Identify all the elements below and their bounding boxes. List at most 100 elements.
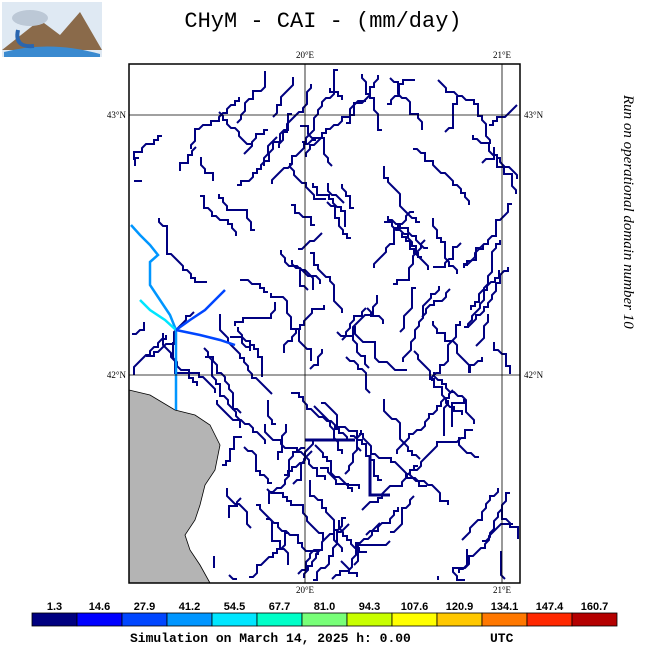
longitude-label: 20°E: [296, 585, 315, 595]
river: [132, 322, 145, 335]
river: [401, 233, 422, 258]
latitude-label: 43°N: [107, 110, 127, 120]
river: [327, 183, 345, 204]
river: [361, 74, 382, 131]
river: [133, 335, 167, 375]
river: [433, 372, 475, 424]
river: [226, 488, 252, 529]
map-frame: [128, 63, 521, 584]
colorbar-swatch: [121, 612, 168, 627]
river: [314, 444, 360, 489]
colorbar-label: 94.3: [359, 601, 380, 613]
title: CHyM - CAI - (mm/day): [184, 9, 461, 34]
colorbar-swatch: [391, 612, 438, 627]
river: [249, 532, 289, 578]
river: [421, 288, 451, 318]
river: [341, 184, 354, 209]
river: [500, 551, 506, 580]
river: [313, 405, 343, 454]
river: [373, 211, 414, 268]
river: [482, 492, 510, 542]
river: [240, 279, 268, 293]
river: [461, 488, 499, 541]
river: [463, 245, 484, 266]
river: [354, 326, 407, 371]
river: [464, 267, 509, 328]
river: [340, 560, 358, 577]
river: [237, 136, 278, 186]
river: [222, 436, 242, 466]
river: [489, 104, 518, 126]
river: [243, 446, 272, 484]
river: [359, 433, 427, 487]
river: [393, 239, 426, 285]
longitude-label: 21°E: [493, 585, 512, 595]
colorbar-label: 107.6: [401, 601, 429, 613]
river: [133, 135, 162, 160]
river: [228, 497, 242, 518]
river: [264, 424, 326, 480]
longitude-label: 20°E: [296, 50, 315, 60]
river: [387, 79, 415, 105]
colorbar-label: 147.4: [536, 601, 564, 613]
colorbar-swatch: [526, 612, 573, 627]
colorbar-label: 14.6: [89, 601, 110, 613]
footer-timezone: UTC: [490, 631, 514, 646]
river: [320, 467, 353, 492]
river: [433, 242, 462, 268]
river: [179, 146, 197, 171]
river: [432, 218, 458, 274]
river: [352, 295, 378, 335]
river: [402, 286, 440, 362]
river: [341, 307, 367, 341]
river: [475, 314, 489, 347]
colorbar-swatch: [166, 612, 213, 627]
river: [236, 71, 266, 124]
graticule: [129, 64, 520, 583]
river: [496, 157, 517, 194]
river: [383, 166, 420, 223]
colorbar: 1.3 14.6 27.9 41.2 54.5 67.7 81.0 94.3 107.6 120.…: [31, 601, 618, 627]
river: [266, 488, 324, 541]
colorbar-swatch: [31, 612, 78, 627]
river: [218, 111, 251, 145]
colorbar-swatch: [481, 612, 528, 627]
river: [134, 157, 139, 166]
river: [444, 96, 458, 133]
river: [263, 113, 292, 166]
river: [302, 69, 338, 143]
river: [353, 540, 391, 566]
longitude-label: 21°E: [493, 50, 512, 60]
colorbar-label: 120.9: [446, 601, 474, 613]
river: [162, 333, 216, 393]
colorbar-swatch: [76, 612, 123, 627]
latitude-label: 42°N: [107, 370, 127, 380]
land-mask: [128, 389, 221, 584]
river: [291, 204, 315, 226]
colorbar-swatch: [436, 612, 483, 627]
colorbar-swatch: [571, 612, 618, 627]
river: [228, 574, 237, 580]
colorbar-swatch: [211, 612, 258, 627]
river: [383, 399, 421, 460]
river-network: [132, 69, 519, 581]
river: [458, 437, 479, 458]
river: [283, 305, 325, 353]
river: [234, 302, 276, 326]
river: [399, 287, 416, 333]
river: [237, 327, 251, 351]
river: [272, 77, 294, 118]
colorbar-label: 54.5: [224, 601, 245, 613]
river: [329, 88, 343, 100]
river: [266, 518, 319, 555]
river: [267, 400, 276, 425]
river: [313, 523, 350, 581]
river: [365, 507, 399, 536]
river: [458, 549, 468, 573]
footer-simulation: Simulation on March 14, 2025 h: 0.00: [130, 631, 411, 646]
river: [346, 75, 379, 124]
river: [312, 183, 346, 227]
colorbar-label: 81.0: [314, 601, 335, 613]
river: [278, 84, 312, 148]
